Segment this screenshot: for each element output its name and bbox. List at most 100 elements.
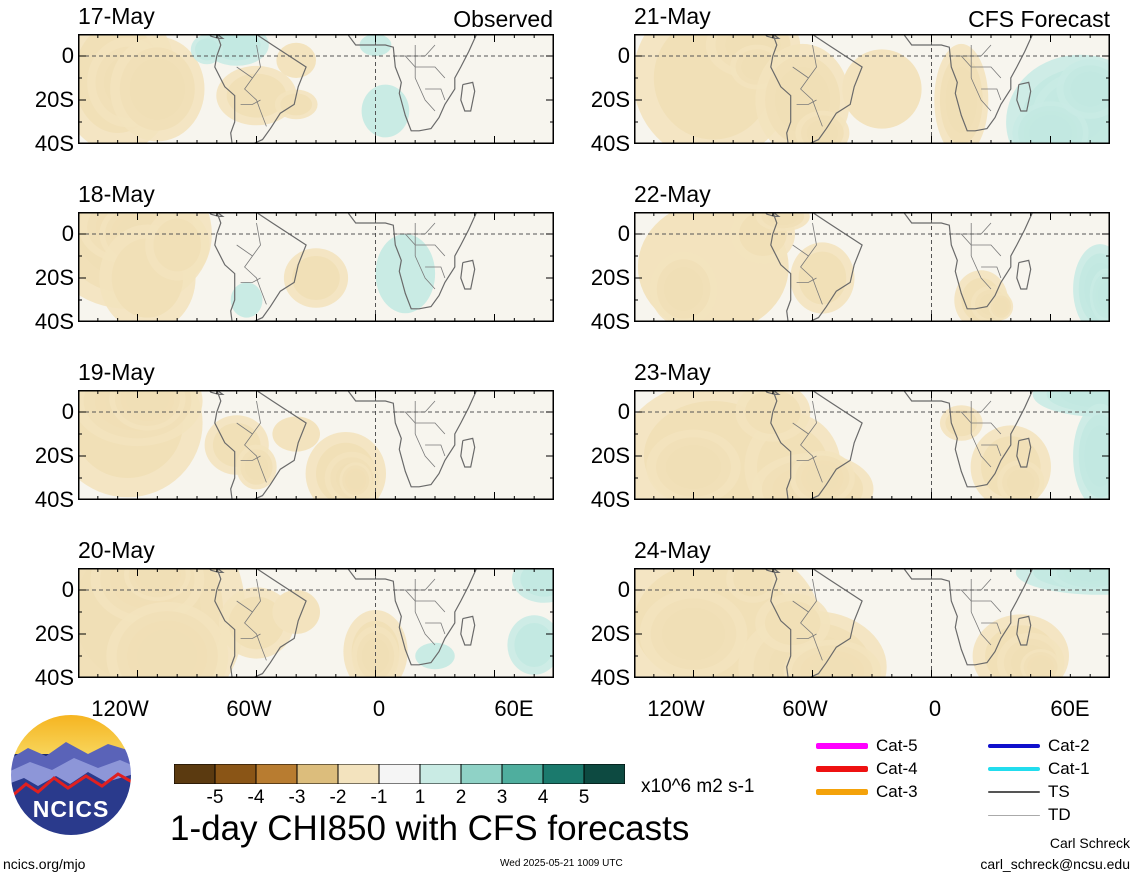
y-tick-label: 0 — [617, 43, 630, 68]
colorbar-swatch — [501, 763, 544, 785]
colorbar-swatch — [214, 763, 257, 785]
heatmap-field — [634, 34, 1110, 144]
country-border — [260, 644, 267, 661]
colorbar-tick-label: -1 — [370, 787, 388, 808]
colorbar-tick-label: 2 — [455, 787, 467, 808]
country-border — [970, 255, 992, 290]
country-border — [981, 88, 1002, 101]
country-border — [981, 266, 1002, 279]
country-border — [236, 66, 253, 79]
coastline — [737, 212, 781, 218]
figure-title: 1-day CHI850 with CFS forecasts — [170, 809, 690, 848]
country-border — [405, 589, 446, 613]
coastline — [737, 568, 781, 574]
coastline — [214, 34, 307, 144]
anomaly-contour — [274, 89, 318, 120]
coastline — [214, 212, 307, 322]
heatmap-field — [634, 390, 1110, 500]
heatmap-field — [78, 390, 554, 500]
y-tick-label: 20S — [590, 87, 630, 112]
coastline — [902, 390, 1034, 488]
coastline — [181, 390, 225, 396]
x-tick-label: 60E — [1050, 696, 1090, 721]
panel-date-label: 23-May — [634, 359, 711, 385]
colorbar-units: x10^6 m2 s-1 — [641, 776, 755, 797]
map-panel — [634, 212, 1110, 322]
y-tick-label: 40S — [590, 487, 630, 512]
colorbar-tick-label: -5 — [206, 787, 224, 808]
anomaly-contour — [106, 601, 229, 678]
anomaly-contour — [216, 65, 297, 126]
heatmap-field — [634, 212, 1110, 322]
country-border — [951, 400, 992, 413]
anomaly-contour — [272, 590, 320, 634]
y-tick-label: 20S — [34, 87, 74, 112]
country-border — [260, 288, 267, 305]
country-border — [240, 277, 261, 283]
y-tick-label: 20S — [590, 443, 630, 468]
colorbar-swatch — [460, 763, 503, 785]
anomaly-contour — [415, 642, 455, 670]
anomaly-contour — [997, 460, 1045, 500]
footer-email[interactable]: carl_schreck@ncsu.edu — [980, 856, 1130, 872]
country-border — [260, 110, 267, 127]
country-border — [395, 578, 436, 591]
country-border — [395, 222, 436, 235]
legend-swatch — [816, 743, 868, 749]
country-border — [792, 422, 809, 435]
colorbar-tick-label: 4 — [537, 787, 549, 808]
y-tick-label: 40S — [590, 131, 630, 156]
country-border — [981, 444, 1002, 457]
country-border — [236, 600, 253, 613]
country-border — [260, 466, 267, 483]
y-tick-label: 0 — [61, 399, 74, 424]
coastline — [737, 390, 781, 396]
map-panel — [634, 34, 1110, 144]
colorbar-swatch — [419, 763, 462, 785]
footer-author: Carl Schreck — [1049, 835, 1130, 851]
country-border — [796, 455, 817, 461]
x-tick-label: 60W — [782, 696, 828, 721]
panel-date-label: 24-May — [634, 537, 711, 563]
map-panel — [634, 568, 1110, 678]
anomaly-contour — [755, 593, 831, 653]
country-border — [240, 633, 261, 639]
anomaly-contour — [726, 568, 780, 603]
coastline — [346, 568, 478, 666]
anomaly-contour — [735, 390, 811, 442]
coastline — [346, 34, 478, 132]
panel-date-label: 17-May — [78, 3, 155, 29]
legend-swatch — [988, 791, 1040, 793]
coastline — [1016, 615, 1032, 646]
colorbar-swatch — [296, 763, 339, 785]
coastline — [1016, 259, 1032, 290]
footer-url[interactable]: ncics.org/mjo — [3, 856, 86, 872]
anomaly-contour — [1089, 268, 1110, 322]
anomaly-contour — [934, 43, 989, 144]
y-tick-label: 0 — [617, 221, 630, 246]
panel-date-label: 21-May — [634, 3, 711, 29]
legend-swatch — [988, 767, 1040, 771]
country-border — [961, 411, 1002, 435]
anomaly-contour — [1049, 568, 1110, 591]
coastline — [1016, 81, 1032, 112]
country-border — [425, 622, 446, 635]
coastline — [460, 81, 476, 112]
heatmap-field — [634, 568, 1110, 678]
heatmap-field — [78, 568, 554, 678]
country-border — [236, 244, 253, 257]
coastline — [770, 34, 863, 144]
x-tick-label: 60E — [494, 696, 534, 721]
country-border — [414, 611, 436, 646]
colorbar-tick-label: -3 — [288, 787, 306, 808]
country-border — [816, 110, 823, 127]
y-tick-label: 40S — [590, 309, 630, 334]
legend-label: Cat-3 — [876, 782, 918, 801]
map-panel — [78, 568, 554, 678]
map-panel — [78, 390, 554, 500]
legend-label: Cat-2 — [1048, 736, 1090, 755]
country-border — [970, 433, 992, 468]
coastline — [346, 212, 478, 310]
country-border — [816, 466, 823, 483]
country-border — [970, 611, 992, 646]
